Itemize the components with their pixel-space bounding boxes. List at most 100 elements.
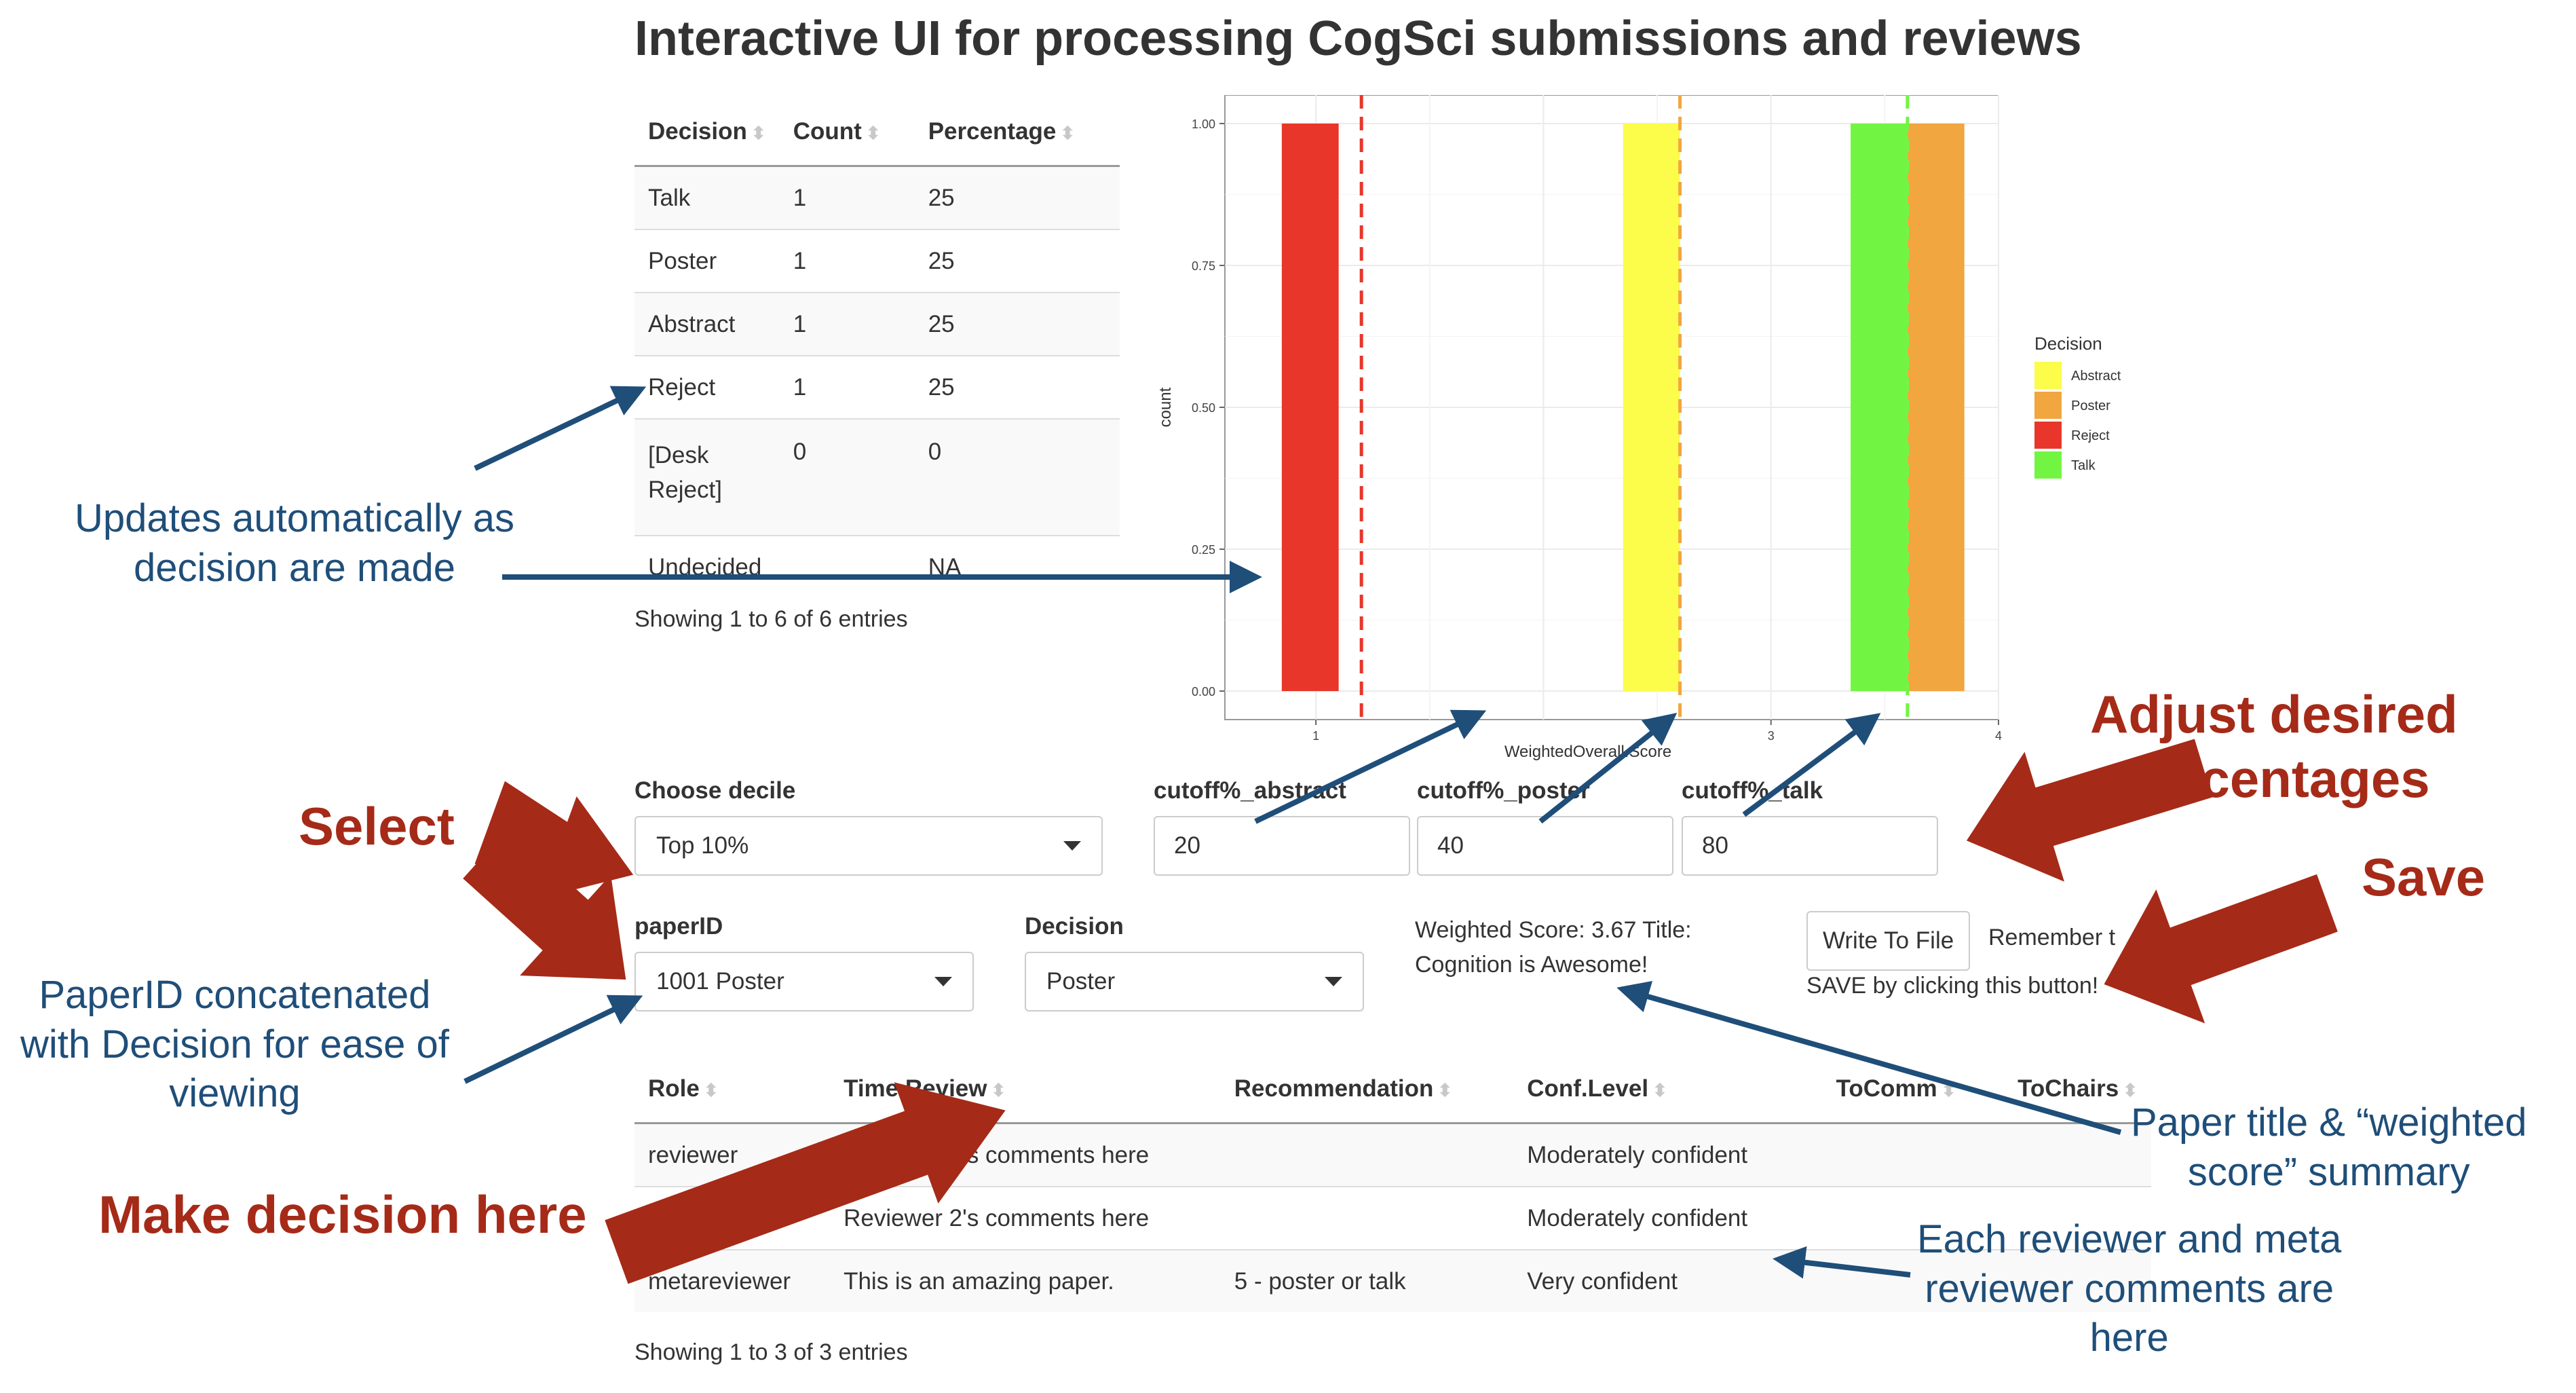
decision-cell: Undecided [634, 535, 780, 598]
chevron-down-icon [934, 977, 952, 986]
table-row[interactable]: Talk 1 25 [634, 165, 1120, 229]
column-header-tochairs[interactable]: ToChairs ⬍ [2004, 1056, 2151, 1124]
y-tick-label: 1.00 [1192, 117, 1215, 131]
decision-select[interactable]: Poster [1025, 952, 1364, 1011]
annotation-make-decision: Make decision here [98, 1185, 587, 1244]
cutoff-poster-label: cutoff%_poster [1417, 777, 1590, 804]
page-title: Interactive UI for processing CogSci sub… [634, 12, 2082, 66]
legend-swatch [2034, 362, 2062, 389]
y-tick-label: 0.25 [1192, 543, 1215, 557]
sort-icon: ⬍ [1437, 1080, 1453, 1100]
percentage-cell: 0 [914, 418, 1120, 536]
sort-icon: ⬍ [751, 123, 766, 143]
conf-cell: Moderately confident [1513, 1122, 1823, 1187]
recommendation-cell: 5 - poster or talk [1220, 1249, 1514, 1312]
legend-title: Decision [2034, 333, 2102, 354]
column-header-decision[interactable]: Decision ⬍ [634, 98, 780, 167]
legend-label: Abstract [2071, 369, 2121, 384]
arrow-icon [2104, 874, 2338, 1024]
table-row[interactable]: Reject 1 25 [634, 355, 1120, 419]
decision-cell: [Desk Reject] [634, 418, 780, 536]
y-tick-label: 0.00 [1192, 685, 1215, 699]
score-summary: Weighted Score: 3.67 Title: Cognition is… [1415, 913, 1692, 982]
decision-summary-table: Decision ⬍ Count ⬍ Percentage ⬍ Talk 1 25 P… [634, 98, 1120, 598]
y-tick-label: 0.75 [1192, 259, 1215, 273]
paperid-select[interactable]: 1001 Poster [634, 952, 974, 1011]
sort-icon: ⬍ [1060, 123, 1076, 143]
decision-cell: Reject [634, 355, 780, 419]
table-row[interactable]: Undecided NA [634, 535, 1120, 598]
x-tick-label: 4 [1995, 729, 2002, 743]
table-row[interactable]: [Desk Reject] 0 0 [634, 418, 1120, 536]
arrow-icon [1966, 739, 2213, 882]
x-tick-label: 1 [1312, 729, 1319, 743]
chevron-down-icon [1063, 841, 1081, 851]
legend-label: Reject [2071, 428, 2110, 443]
y-axis: 0.00 0.25 0.50 0.75 1.00 [1192, 117, 1225, 699]
table-row[interactable]: Poster 1 25 [634, 229, 1120, 293]
legend: Decision Abstract Poster Reject Talk [2034, 333, 2121, 479]
chevron-down-icon [1325, 977, 1342, 986]
count-cell: 1 [779, 292, 915, 356]
table-row[interactable]: metareviewer This is an amazing paper. 5… [634, 1249, 2151, 1312]
column-header-role[interactable]: Role ⬍ [634, 1056, 831, 1124]
percentage-cell: 25 [914, 355, 1120, 419]
cutoff-talk-input[interactable] [1682, 816, 1938, 876]
annotation-paperid: PaperID concatenated with Decision for e… [20, 973, 449, 1115]
bar-abstract [1623, 124, 1680, 691]
reviews-table: Role⬍ Time.Review⬍ Recommendation⬍ Conf.… [634, 1056, 2151, 1312]
percentage-cell: NA [914, 535, 1120, 598]
column-header-percentage[interactable]: Percentage ⬍ [914, 98, 1120, 167]
arrow-icon [463, 828, 626, 980]
annotation-adjust: Adjust desired percentages [2090, 684, 2458, 809]
recommendation-cell [1220, 1122, 1514, 1187]
column-header-recommendation[interactable]: Recommendation ⬍ [1220, 1056, 1514, 1124]
annotation-reviewers: Each reviewer and meta reviewer comments… [1917, 1217, 2342, 1360]
percentage-cell: 25 [914, 292, 1120, 356]
sort-icon: ⬍ [703, 1080, 719, 1100]
decile-label: Choose decile [634, 777, 796, 804]
bars [1281, 124, 1965, 691]
tochairs-cell [2004, 1249, 2151, 1312]
tochairs-cell [2004, 1186, 2151, 1250]
decile-select[interactable]: Top 10% [634, 816, 1103, 876]
annotation-save: Save [2362, 847, 2486, 907]
cutoff-poster-input[interactable] [1417, 816, 1673, 876]
write-to-file-button[interactable]: Write To File [1806, 911, 1971, 971]
conf-cell: Very confident [1513, 1249, 1823, 1312]
column-header-count[interactable]: Count ⬍ [779, 98, 915, 167]
summary-line: Cognition is Awesome! [1415, 952, 1648, 978]
arrow-icon [1742, 713, 1881, 817]
sort-icon: ⬍ [991, 1080, 1006, 1100]
y-tick-label: 0.50 [1192, 401, 1215, 415]
summary-line: Weighted Score: 3.67 Title: [1415, 917, 1692, 943]
column-header-tocomm[interactable]: ToComm ⬍ [1822, 1056, 2005, 1124]
annotation-updates: Updates automatically as decision are ma… [75, 496, 514, 590]
y-axis-label: count [1156, 387, 1175, 427]
legend-swatch [2034, 451, 2062, 479]
tochairs-cell [2004, 1122, 2151, 1187]
bar-poster [1907, 124, 1965, 691]
review-cell: This is an amazing paper. [830, 1249, 1221, 1312]
count-cell: 0 [779, 418, 915, 536]
review-cell: Reviewer 2's comments here [830, 1186, 1221, 1250]
column-header-conf-level[interactable]: Conf.Level ⬍ [1513, 1056, 1823, 1124]
percentage-cell: 25 [914, 165, 1120, 229]
arrow-icon [1254, 709, 1487, 824]
decision-cell: Talk [634, 165, 780, 229]
column-header-review[interactable]: Time.Review⬍ [830, 1056, 1221, 1124]
percentage-cell: 25 [914, 229, 1120, 293]
count-cell: 1 [779, 229, 915, 293]
legend-label: Poster [2071, 398, 2110, 413]
decision-cell: Abstract [634, 292, 780, 356]
table-row[interactable]: Abstract 1 25 [634, 292, 1120, 356]
decision-cell: Poster [634, 229, 780, 293]
decision-label: Decision [1025, 913, 1124, 940]
decision-value: Poster [1046, 968, 1116, 995]
arrow-icon [1616, 980, 2122, 1135]
remember-text: Remember t [1988, 925, 2116, 950]
table-info: Showing 1 to 6 of 6 entries [634, 606, 908, 632]
cutoff-abstract-input[interactable] [1154, 816, 1410, 876]
